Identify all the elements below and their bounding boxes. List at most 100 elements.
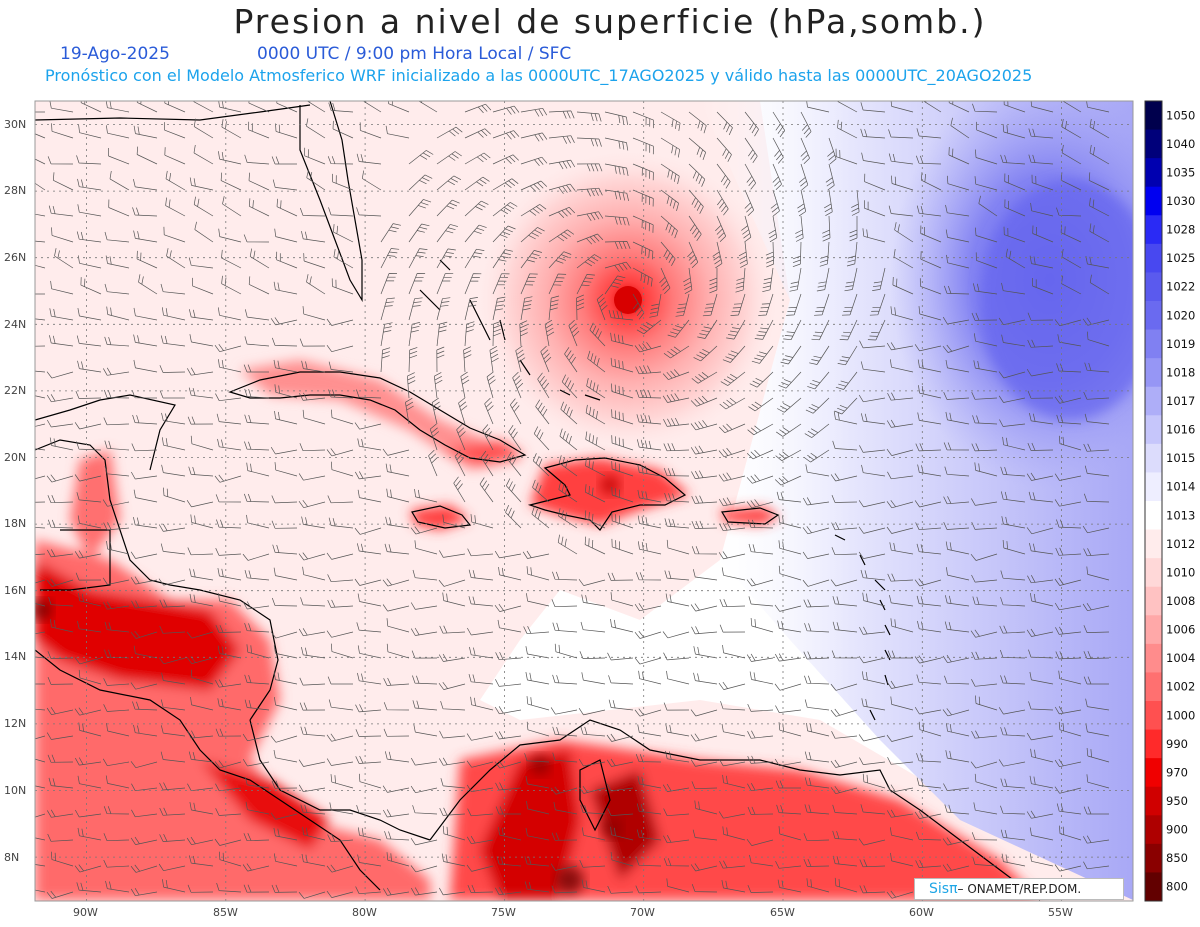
wind-barb xyxy=(943,496,970,505)
wind-barb xyxy=(1086,566,1110,581)
wind-barb xyxy=(104,649,130,659)
wind-barb xyxy=(580,726,606,737)
wind-barb xyxy=(380,347,391,373)
wind-barb xyxy=(1029,671,1054,685)
wind-barb xyxy=(217,438,242,451)
lat-label: 18N xyxy=(4,517,26,530)
wind-barb xyxy=(188,466,214,477)
wind-barb xyxy=(131,390,158,399)
wind-barb xyxy=(466,784,494,793)
wind-barb xyxy=(383,702,410,711)
wind-barb xyxy=(50,619,74,633)
wind-barb xyxy=(945,750,970,763)
wind-barb xyxy=(326,864,354,873)
wind-barb xyxy=(298,628,326,637)
wind-barb xyxy=(792,241,802,268)
wind-barb xyxy=(970,498,998,506)
wind-barb xyxy=(35,213,46,217)
wind-barb xyxy=(80,277,102,295)
wind-barb xyxy=(1058,721,1082,737)
wind-barb xyxy=(218,151,242,165)
wind-barb xyxy=(973,360,998,373)
wind-barb xyxy=(436,248,456,269)
wind-barb xyxy=(414,488,438,503)
wind-barb xyxy=(35,111,45,113)
wind-barb xyxy=(328,389,354,399)
wind-barb xyxy=(864,200,886,217)
wind-barb xyxy=(971,651,998,660)
wind-barb xyxy=(887,573,914,582)
wind-barb xyxy=(442,825,466,841)
wind-barb xyxy=(526,593,550,607)
wind-barb xyxy=(508,425,522,451)
wind-barb xyxy=(103,833,130,842)
wind-barb xyxy=(552,752,578,763)
wind-barb xyxy=(133,489,158,503)
wind-barb xyxy=(525,776,550,789)
wind-barb xyxy=(1027,442,1054,451)
wind-barb xyxy=(300,597,326,607)
wind-barb xyxy=(496,856,522,867)
wind-barb xyxy=(664,570,690,581)
wind-barb xyxy=(130,630,158,639)
wind-barb xyxy=(382,604,410,612)
wind-barb xyxy=(635,389,662,399)
wind-barb xyxy=(492,273,510,295)
wind-barb xyxy=(243,493,270,503)
wind-barb xyxy=(632,189,654,207)
wind-barb xyxy=(972,856,998,867)
wind-barb xyxy=(747,806,774,815)
wind-barb xyxy=(888,129,914,139)
wind-barb xyxy=(604,261,632,272)
wind-barb xyxy=(130,471,158,480)
wind-barb xyxy=(328,102,354,113)
wind-barb xyxy=(48,205,74,217)
wind-barb xyxy=(1029,413,1054,425)
wind-barb xyxy=(1002,539,1026,555)
wind-barb xyxy=(665,724,690,737)
wind-barb xyxy=(886,734,914,742)
wind-barb xyxy=(438,887,466,896)
map-field xyxy=(35,101,1133,901)
wind-barb xyxy=(413,724,438,737)
wind-barb xyxy=(690,733,718,742)
wind-barb xyxy=(1088,172,1110,191)
colorbar-swatch xyxy=(1145,643,1162,673)
wind-barb xyxy=(665,750,690,763)
wind-barb xyxy=(384,543,410,555)
wind-barb xyxy=(356,804,382,815)
lat-label: 28N xyxy=(4,184,26,197)
wind-barb xyxy=(456,423,466,451)
wind-barb xyxy=(46,732,74,740)
wind-barb xyxy=(386,618,410,633)
wind-barb xyxy=(299,677,326,686)
wind-barb xyxy=(945,229,970,243)
wind-barb xyxy=(271,156,297,165)
wind-barb xyxy=(77,775,102,789)
wind-barb xyxy=(464,224,487,243)
wind-barb xyxy=(749,854,774,867)
wind-barb xyxy=(133,334,158,347)
wind-barb xyxy=(382,887,410,896)
wind-barb xyxy=(834,877,858,893)
colorbar-frame xyxy=(1144,100,1163,902)
wind-barb xyxy=(299,338,326,347)
wind-barb xyxy=(187,884,214,893)
wind-barb xyxy=(408,248,428,269)
wind-barb xyxy=(1083,443,1110,452)
wind-barb xyxy=(744,111,759,137)
wind-barb xyxy=(632,163,654,181)
wind-barb xyxy=(356,389,382,399)
wind-barb xyxy=(584,510,606,529)
wind-barb xyxy=(720,371,746,386)
wind-barb xyxy=(138,274,158,295)
wind-barb xyxy=(837,101,858,113)
colorbar-level: 1016 xyxy=(1166,423,1195,437)
wind-barb xyxy=(805,464,830,477)
wind-barb xyxy=(161,437,186,451)
wind-barb xyxy=(775,705,802,713)
wind-barb xyxy=(971,521,998,530)
wind-barb xyxy=(384,831,410,841)
wind-barb xyxy=(77,178,102,191)
wind-barb xyxy=(819,241,830,267)
